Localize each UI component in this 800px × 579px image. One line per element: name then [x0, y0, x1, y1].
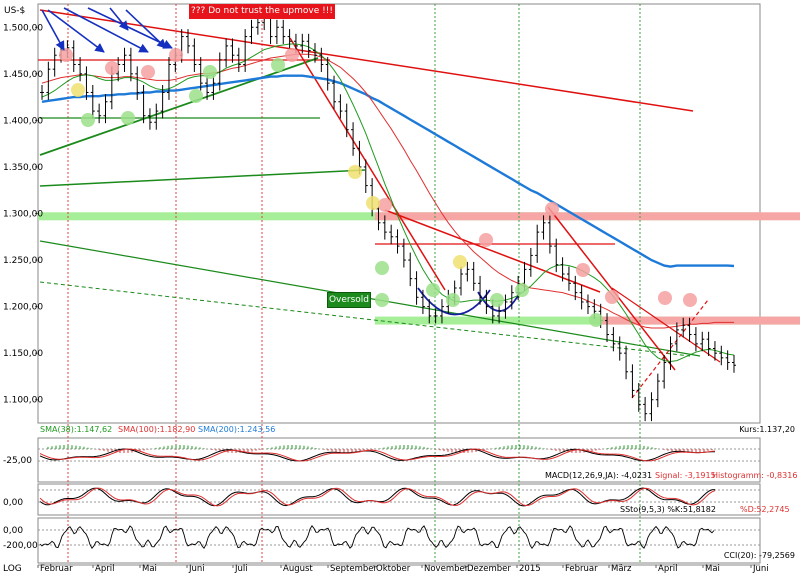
y-tick-label-0: 1.500,00 [3, 23, 43, 33]
ssto-d-line [39, 487, 716, 507]
marker-circle-9 [605, 290, 619, 304]
x-month-label-5: August [283, 564, 313, 574]
sma38-line [41, 43, 735, 363]
marker-circle-18 [375, 293, 389, 307]
resistance-band-upper [600, 316, 800, 325]
macd-tick-label: -25,00 [3, 456, 32, 466]
marker-circle-3 [169, 48, 183, 62]
marker-circle-12 [81, 113, 95, 127]
sma200-line [41, 74, 735, 268]
marker-circle-11 [683, 293, 697, 307]
x-month-label-10: 2015 [519, 564, 541, 574]
y-tick-label-4: 1.300,00 [3, 210, 43, 220]
legend-sma38: SMA(38):1.147,62 [40, 425, 112, 434]
marker-circle-21 [490, 293, 504, 307]
marker-circle-8 [576, 263, 590, 277]
marker-circle-10 [658, 291, 672, 305]
trend-arrow-5 [125, 9, 167, 49]
y-tick-label-3: 1.350,00 [3, 163, 43, 173]
cci-tick-label-0: 0,00 [3, 526, 23, 536]
macd-signal-label: Signal: -3,1915 [655, 471, 716, 480]
marker-circle-14 [189, 89, 203, 103]
marker-circle-5 [378, 198, 392, 212]
trendline-long-down [39, 9, 694, 112]
marker-circle-24 [71, 83, 85, 97]
marker-circle-6 [479, 233, 493, 247]
marker-circle-23 [589, 313, 603, 327]
x-month-label-1: April [95, 564, 114, 574]
marker-circle-19 [426, 283, 440, 297]
support-band-oversold [375, 316, 800, 325]
ssto-tick-label: 0,00 [3, 498, 23, 508]
marker-circle-27 [453, 255, 467, 269]
trendline-green-up [39, 57, 319, 156]
marker-circle-16 [271, 58, 285, 72]
marker-circle-15 [203, 65, 217, 79]
trend-arrow-0 [41, 9, 65, 51]
x-month-label-0: Februar [40, 564, 73, 574]
marker-circle-26 [366, 196, 380, 210]
x-month-label-6: September [330, 564, 377, 574]
x-month-label-14: Mai [705, 564, 720, 574]
macd-label: MACD(12,26,9,JA): -4,0231 [545, 471, 652, 480]
cci-label: CCI(20): -79,2569 [724, 551, 795, 560]
marker-circle-22 [515, 283, 529, 297]
resistance-band-red [375, 212, 800, 221]
cci-panel-frame [37, 517, 761, 564]
y-tick-label-1: 1.450,00 [3, 70, 43, 80]
trendline-green-mid [39, 169, 366, 187]
x-month-label-3: Juni [188, 564, 205, 574]
trendline-red-steep [547, 206, 676, 371]
x-month-label-7: Oktober [376, 564, 411, 574]
marker-circle-1 [105, 61, 119, 75]
ssto-label: SSto(9,5,3) %K:51,8182 [620, 505, 716, 514]
x-month-label-12: März [611, 564, 632, 574]
macd-panel-frame [37, 437, 761, 483]
sma100-line [41, 53, 734, 329]
y-tick-label-5: 1.250,00 [3, 256, 43, 266]
ssto-d-label: %D:52,2745 [740, 505, 790, 514]
x-month-label-15: Juni [752, 564, 769, 574]
x-month-label-13: April [658, 564, 677, 574]
legend-kurs: Kurs:1.137,20 [739, 425, 795, 434]
legend-sma100: SMA(100):1.182,90 [118, 425, 195, 434]
x-month-label-4: Juli [234, 564, 248, 574]
trendline-red-fall [289, 37, 446, 291]
x-month-label-9: Dezember [467, 564, 511, 574]
cci-tick-label-1: -200,00 [3, 541, 38, 551]
marker-circle-20 [446, 293, 460, 307]
x-month-label-8: November [424, 564, 469, 574]
macd-line [39, 448, 715, 462]
y-tick-label-2: 1.400,00 [3, 116, 43, 126]
trendline-red-channel [384, 209, 601, 293]
macd-histogram-label: Histogramm: -0,8316 [712, 471, 797, 480]
currency-label: US-$ [4, 6, 25, 16]
x-month-label-11: Februar [565, 564, 598, 574]
ssto-panel-frame [37, 483, 761, 516]
trend-arrow-2 [63, 7, 149, 53]
marker-circle-2 [141, 65, 155, 79]
marker-circle-25 [348, 165, 362, 179]
y-tick-label-8: 1.100,00 [3, 396, 43, 406]
marker-circle-17 [375, 261, 389, 275]
trend-arrow-4 [109, 7, 129, 31]
marker-circle-13 [121, 111, 135, 125]
cci-line [39, 525, 715, 550]
y-tick-label-7: 1.150,00 [3, 349, 43, 359]
x-month-label-2: Mai [142, 564, 157, 574]
marker-circle-0 [59, 48, 73, 62]
oversold-annotation: Oversold [327, 292, 371, 308]
marker-circle-4 [285, 48, 299, 62]
y-tick-label-6: 1.200,00 [3, 303, 43, 313]
marker-circle-7 [545, 202, 559, 216]
trend-arrow-1 [47, 9, 105, 53]
scale-label: LOG [3, 564, 22, 574]
legend-sma200: SMA(200):1.243,56 [198, 425, 275, 434]
macd-signal-line [39, 448, 716, 462]
warning-annotation: ??? Do not trust the upmove !!! [189, 4, 335, 19]
